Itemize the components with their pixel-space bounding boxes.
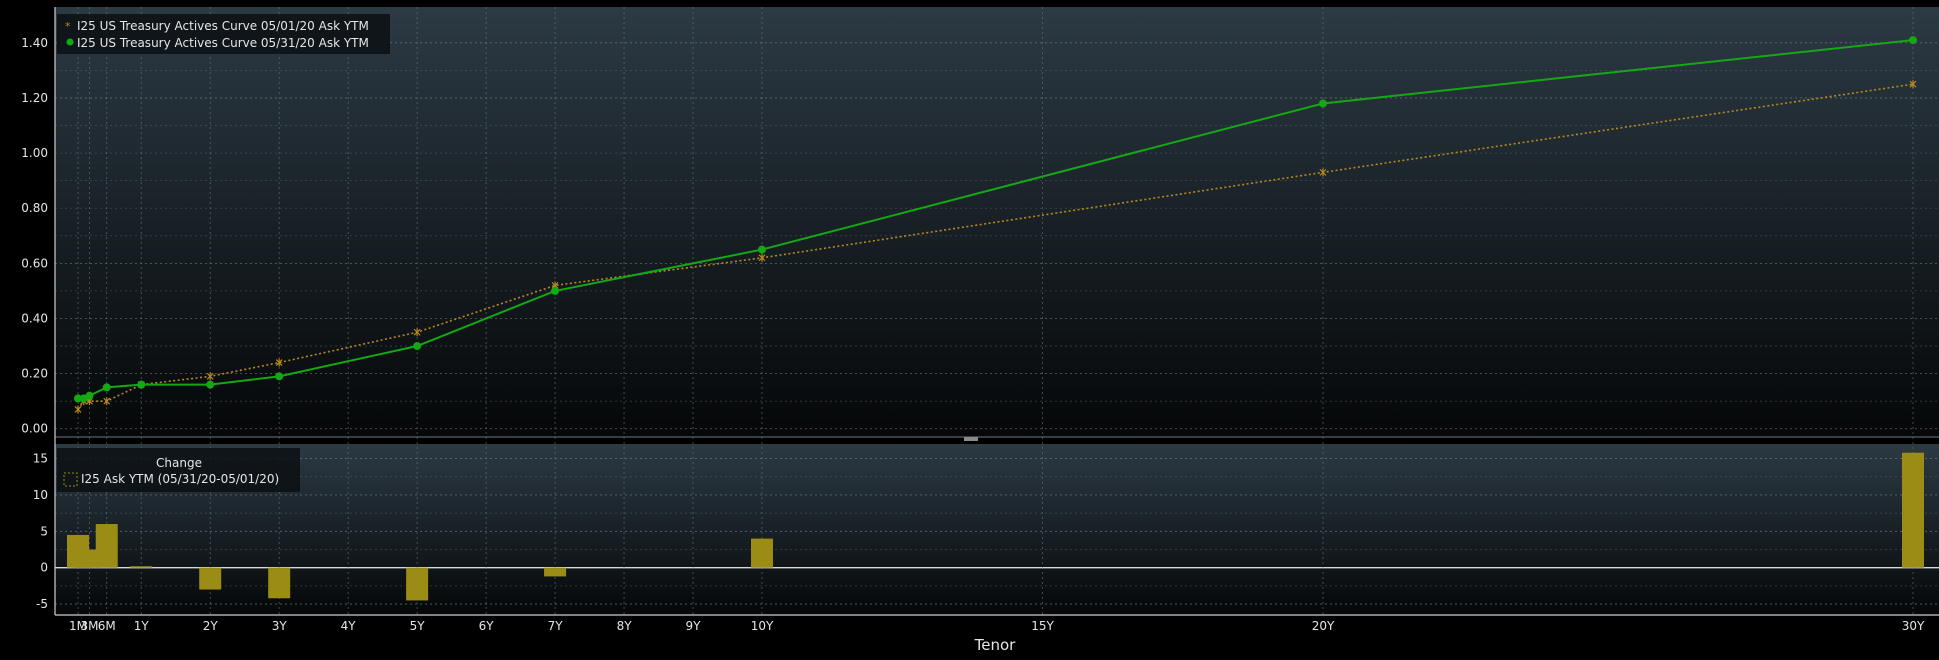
lower-y-tick-labels: 15 10 5 0 -5 (33, 452, 48, 612)
lower-legend-title: Change (156, 456, 202, 470)
change-bar (1902, 452, 1924, 568)
lower-legend: Change I25 Ask YTM (05/31/20-05/01/20) (57, 448, 300, 492)
upper-y-tick-label: 1.20 (21, 91, 48, 105)
panel-resize-handle[interactable] (964, 437, 978, 441)
upper-legend: * I25 US Treasury Actives Curve 05/01/20… (57, 14, 390, 54)
series-1-point (1909, 80, 1917, 89)
x-axis-title: Tenor (974, 636, 1017, 654)
x-tick-label: 9Y (686, 619, 702, 633)
x-tick-label: 5Y (410, 619, 426, 633)
series-2-point (137, 380, 146, 389)
legend-star-marker: * (65, 20, 71, 33)
series-2-point (413, 342, 422, 351)
x-tick-label: 7Y (548, 619, 564, 633)
x-tick-label: 10Y (751, 619, 774, 633)
series-2-point (74, 394, 82, 403)
series-1-line (77, 83, 1914, 410)
series-1-point (758, 253, 766, 262)
lower-plot-area (55, 444, 1939, 615)
change-bar (268, 567, 291, 599)
upper-y-tick-label: 0.00 (21, 422, 48, 436)
lower-gridlines (55, 458, 1939, 605)
series-1-point (103, 397, 111, 406)
upper-gridlines (55, 42, 1939, 430)
upper-y-tick-label: 0.80 (21, 201, 48, 215)
change-bar (406, 567, 429, 601)
series-2-point (275, 372, 284, 381)
series-1-point (275, 358, 283, 367)
series-2-point (85, 391, 94, 400)
change-bar (199, 567, 222, 590)
upper-y-tick-label: 1.40 (21, 36, 48, 50)
lower-y-tick-label: -5 (36, 597, 48, 611)
upper-y-tick-label: 0.20 (21, 367, 48, 381)
series-2-point (1909, 36, 1917, 45)
change-bar (130, 566, 153, 568)
lower-y-tick-label: 10 (33, 488, 48, 502)
x-tick-label: 1M (69, 619, 87, 633)
lower-legend-series-label: I25 Ask YTM (05/31/20-05/01/20) (81, 472, 279, 486)
series-1-point (206, 372, 214, 381)
x-tick-label: 4Y (341, 619, 357, 633)
change-bar (95, 524, 118, 568)
x-tick-label: 3Y (272, 619, 288, 633)
change-bar (78, 549, 101, 568)
lower-y-tick-label: 15 (33, 452, 48, 466)
x-tick-label: 20Y (1312, 619, 1335, 633)
x-tick-label: 2Y (203, 619, 219, 633)
series-1-point (1319, 168, 1327, 177)
upper-y-tick-labels: 0.00 0.20 0.40 0.60 0.80 1.00 1.20 1.40 (21, 36, 48, 436)
upper-series-group (74, 36, 1917, 414)
lower-legend-box (57, 448, 300, 492)
series-2-point (102, 383, 111, 392)
upper-legend-box (57, 14, 390, 54)
series-1-point (74, 405, 82, 414)
legend-bar-swatch (63, 472, 78, 487)
change-bar (751, 538, 773, 568)
x-tick-label: 30Y (1902, 619, 1925, 633)
x-tick-label: 15Y (1031, 619, 1054, 633)
upper-y-tick-label: 0.60 (21, 256, 48, 270)
x-tick-label: 3M (80, 619, 98, 633)
vertical-gridlines (77, 7, 1914, 615)
upper-y-tick-label: 1.00 (21, 146, 48, 160)
lower-y-tick-label: 5 (40, 524, 48, 538)
x-tick-label: 6M (98, 619, 116, 633)
x-tick-label: 1Y (134, 619, 150, 633)
series-1-point (413, 328, 421, 337)
x-tick-label: 8Y (617, 619, 633, 633)
series-2-point (758, 245, 766, 254)
x-tick-label: 6Y (479, 619, 495, 633)
change-bar (544, 567, 567, 577)
upper-y-tick-label: 0.40 (21, 311, 48, 325)
series-2-point (1319, 99, 1327, 108)
lower-y-tick-label: 0 (40, 561, 48, 575)
upper-plot-area (55, 7, 1939, 437)
series-2-point (551, 286, 560, 295)
legend-dot-marker (66, 38, 74, 46)
series-2-point (206, 380, 215, 389)
change-bars-group (67, 452, 1924, 601)
legend-series-2-label: I25 US Treasury Actives Curve 05/31/20 A… (77, 36, 369, 50)
legend-series-1-label: I25 US Treasury Actives Curve 05/01/20 A… (77, 19, 369, 33)
